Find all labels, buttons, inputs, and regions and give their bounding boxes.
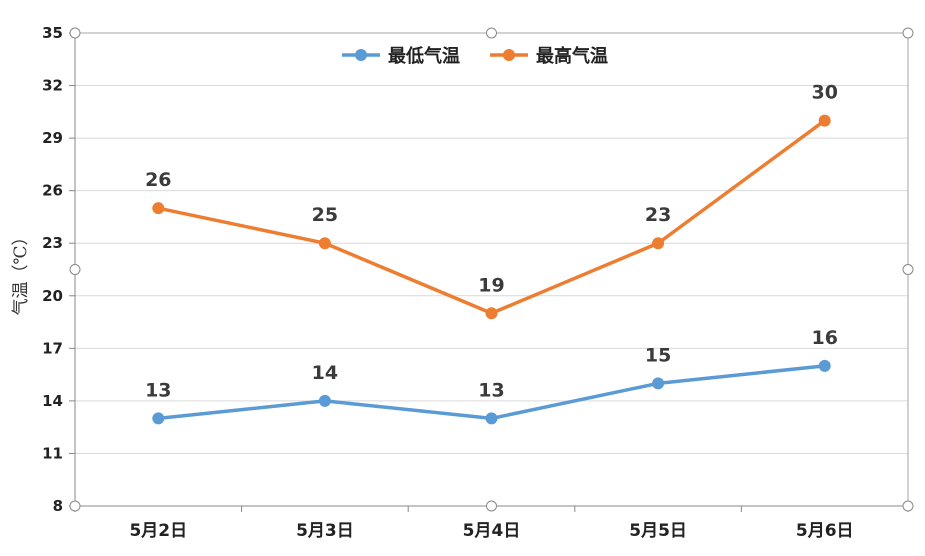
y-tick-label: 29 xyxy=(42,129,63,147)
legend: 最低气温 最高气温 xyxy=(342,45,608,67)
resize-handle[interactable] xyxy=(69,27,81,39)
data-point xyxy=(818,359,831,372)
resize-handle[interactable] xyxy=(902,27,914,39)
data-label: 16 xyxy=(811,327,837,349)
data-point xyxy=(652,237,665,250)
y-tick-label: 17 xyxy=(42,339,63,357)
data-label: 23 xyxy=(645,204,671,226)
data-point xyxy=(152,202,165,215)
y-tick-label: 20 xyxy=(42,287,63,305)
y-tick-label: 14 xyxy=(42,392,63,410)
x-tick-label: 5月2日 xyxy=(129,521,187,541)
x-tick-label: 5月4日 xyxy=(463,521,521,541)
resize-handle[interactable] xyxy=(902,264,914,275)
y-tick-label: 32 xyxy=(42,77,63,95)
data-label: 26 xyxy=(145,169,171,191)
data-label: 14 xyxy=(312,362,338,384)
resize-handle[interactable] xyxy=(486,500,497,512)
y-tick-labels: 8 11 14 17 20 23 26 29 32 35 xyxy=(42,24,63,515)
resize-handle[interactable] xyxy=(902,500,914,512)
data-label: 15 xyxy=(645,344,671,366)
x-tick-label: 5月5日 xyxy=(629,521,687,541)
data-label: 19 xyxy=(478,274,504,296)
data-point xyxy=(318,394,331,407)
data-point xyxy=(485,412,498,425)
data-label: 13 xyxy=(478,379,504,401)
legend-swatch-marker xyxy=(355,49,367,61)
axes xyxy=(69,32,909,512)
x-tick-label: 5月3日 xyxy=(296,521,354,541)
data-label: 25 xyxy=(312,204,338,226)
data-label: 13 xyxy=(145,379,171,401)
y-axis-label: 气温（℃） xyxy=(11,228,31,315)
data-point xyxy=(818,114,831,127)
y-tick-label: 35 xyxy=(42,24,63,42)
y-tick-label: 8 xyxy=(53,497,63,515)
series-group xyxy=(152,114,831,425)
resize-handle[interactable] xyxy=(69,500,81,512)
data-label: 30 xyxy=(811,82,837,104)
legend-swatch-marker xyxy=(503,49,515,61)
x-tick-labels: 5月2日 5月3日 5月4日 5月5日 5月6日 xyxy=(129,521,853,541)
data-labels: 13 14 13 15 16 26 25 19 23 30 xyxy=(145,82,838,402)
legend-label: 最高气温 xyxy=(536,45,608,67)
plot-frame xyxy=(74,32,909,507)
resize-handle[interactable] xyxy=(69,264,81,275)
data-point xyxy=(485,307,498,320)
data-point xyxy=(318,237,331,250)
y-tick-label: 11 xyxy=(42,444,63,462)
selection-handles[interactable] xyxy=(69,27,914,512)
x-tick-label: 5月6日 xyxy=(796,521,854,541)
data-point xyxy=(652,377,665,390)
data-point xyxy=(152,412,165,425)
legend-label: 最低气温 xyxy=(388,45,460,67)
y-tick-label: 23 xyxy=(42,234,63,252)
resize-handle[interactable] xyxy=(486,27,497,39)
y-tick-label: 26 xyxy=(42,182,63,200)
